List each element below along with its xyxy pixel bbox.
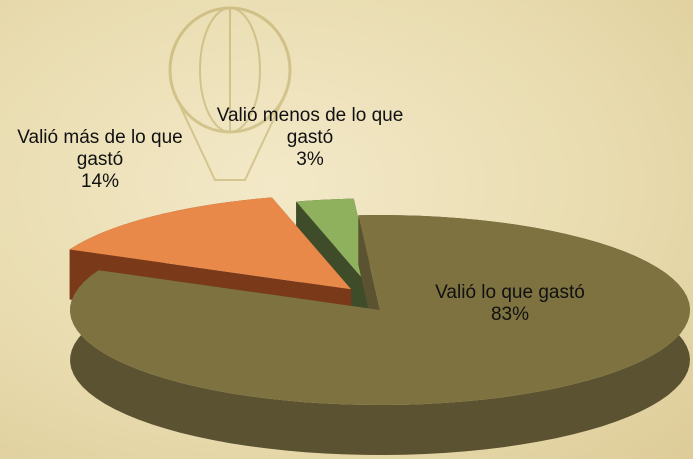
category-label: Valió lo que gastó (435, 282, 585, 303)
slice (69, 197, 352, 290)
category-label: Valió más de lo que gastó (17, 127, 183, 170)
value-label: 14% (80, 171, 120, 192)
data-label: Valió menos de lo que gastó 3% (215, 105, 405, 171)
value-label: 3% (296, 149, 324, 170)
category-label: Valió menos de lo que gastó (216, 105, 404, 148)
slice (296, 198, 376, 294)
slice (70, 215, 691, 405)
data-label: Valió lo que gastó 83% (415, 282, 605, 326)
value-label: 83% (490, 304, 530, 325)
balloon-illustration (168, 6, 292, 181)
data-label: Valió más de lo que gastó 14% (5, 127, 195, 193)
